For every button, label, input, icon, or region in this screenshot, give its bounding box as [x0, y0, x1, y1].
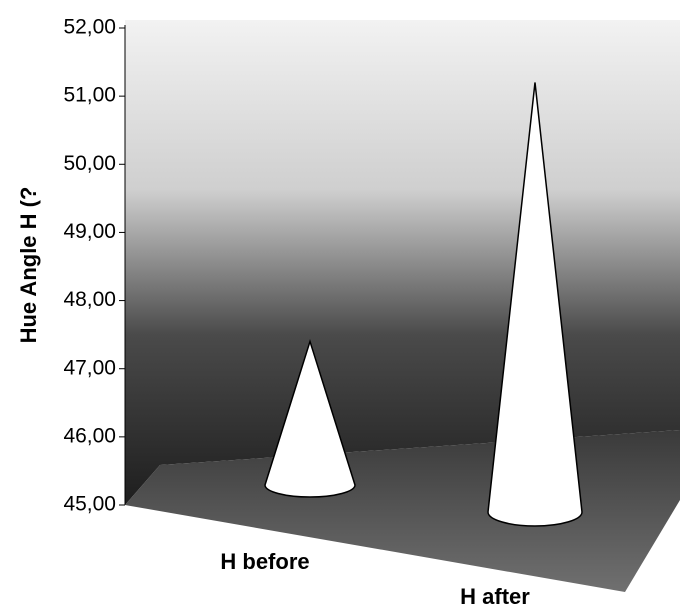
x-tick-label: H before — [220, 549, 309, 574]
y-tick-label: 49,00 — [63, 220, 116, 243]
y-tick-label: 52,00 — [63, 16, 116, 39]
y-tick-label: 47,00 — [63, 356, 116, 379]
back-wall — [125, 20, 680, 505]
y-tick-label: 50,00 — [63, 152, 116, 175]
cone — [487, 82, 583, 527]
y-tick-label: 51,00 — [63, 84, 116, 107]
y-axis-label: Hue Angle H (? — [16, 187, 41, 344]
y-tick-label: 45,00 — [63, 493, 116, 516]
cone — [264, 338, 356, 498]
y-tick-label: 46,00 — [63, 424, 116, 447]
y-tick-label: 48,00 — [63, 288, 116, 311]
x-tick-label: H after — [460, 584, 530, 609]
